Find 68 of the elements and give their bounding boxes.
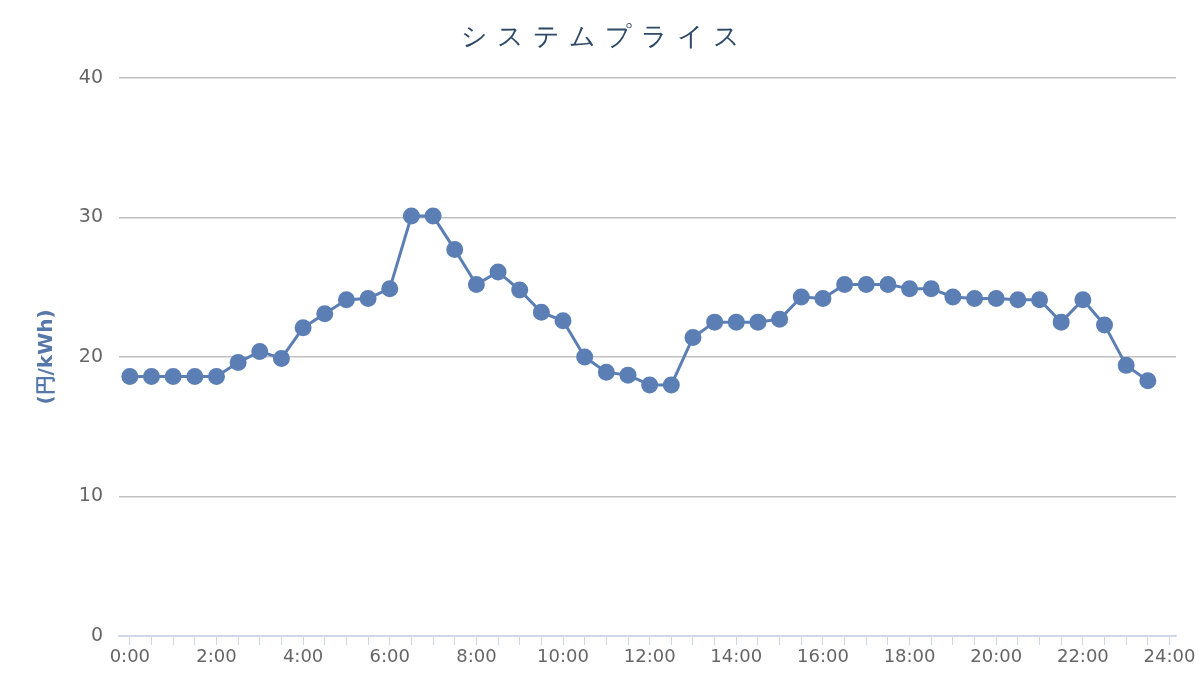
point — [619, 366, 637, 384]
point — [229, 354, 247, 372]
point — [532, 303, 550, 321]
point — [597, 363, 615, 381]
point — [727, 313, 745, 331]
point — [337, 291, 355, 309]
x-tick-label: 14:00 — [710, 645, 763, 667]
point — [836, 275, 854, 293]
point — [489, 263, 507, 281]
point — [1074, 291, 1092, 309]
x-tick-label: 10:00 — [537, 645, 589, 667]
x-tick-label: 6:00 — [369, 645, 410, 667]
point — [554, 312, 572, 330]
point — [1052, 313, 1070, 331]
y-tick-label: 10 — [78, 483, 103, 506]
point — [792, 288, 810, 306]
point — [402, 207, 420, 225]
point — [359, 289, 377, 307]
y-tick-label: 30 — [78, 204, 103, 227]
point — [316, 305, 334, 323]
x-tick-label: 12:00 — [623, 645, 676, 667]
point — [857, 275, 875, 293]
point — [706, 313, 724, 331]
x-tick-label: 2:00 — [196, 645, 237, 667]
x-tick-label: 4:00 — [282, 645, 324, 667]
x-tick-label: 16:00 — [797, 645, 849, 667]
point — [164, 368, 182, 386]
chart-title: システムプライス — [459, 20, 750, 53]
point — [1117, 356, 1135, 374]
point — [142, 368, 160, 386]
y-tick-label: 40 — [78, 64, 103, 87]
x-tick-label: 20:00 — [970, 645, 1023, 667]
point — [987, 289, 1005, 307]
point — [771, 310, 789, 328]
point — [294, 319, 312, 337]
point — [662, 376, 680, 394]
x-tick-label: 8:00 — [456, 645, 497, 667]
point — [207, 368, 225, 386]
point — [814, 289, 832, 307]
x-tick-label: 0:00 — [109, 645, 151, 667]
point — [1031, 291, 1049, 309]
y-axis-title: (円/kWh) — [33, 309, 58, 405]
x-tick-label: 24:00 — [1143, 645, 1196, 667]
point — [944, 288, 962, 306]
y-tick-label: 20 — [78, 343, 103, 366]
y-tick-label: 0 — [90, 622, 103, 645]
point — [446, 241, 464, 259]
point — [684, 328, 702, 346]
point — [251, 342, 269, 360]
x-tick-label: 18:00 — [883, 645, 936, 667]
point — [641, 376, 659, 394]
point — [424, 207, 442, 225]
point — [1009, 291, 1027, 309]
point — [879, 275, 897, 293]
point — [121, 368, 139, 386]
point — [381, 280, 399, 298]
point — [576, 348, 594, 366]
point — [749, 313, 767, 331]
x-tick-label: 22:00 — [1056, 645, 1109, 667]
point — [1096, 316, 1114, 334]
point — [467, 275, 485, 293]
point — [511, 281, 529, 299]
point — [901, 280, 919, 298]
point — [922, 280, 940, 298]
point — [186, 368, 204, 386]
point — [1139, 372, 1157, 390]
point — [966, 289, 984, 307]
point — [272, 349, 290, 367]
